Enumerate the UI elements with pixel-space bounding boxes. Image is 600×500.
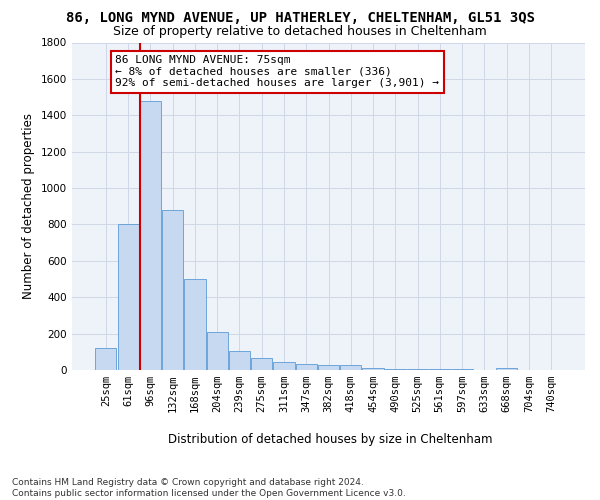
Bar [162,210,183,370]
Y-axis label: Number of detached properties: Number of detached properties [22,114,35,299]
Bar [118,224,139,370]
Bar [251,358,272,370]
Bar [407,369,428,370]
Text: Size of property relative to detached houses in Cheltenham: Size of property relative to detached ho… [113,25,487,38]
Bar [340,366,361,370]
Bar [95,348,116,370]
Text: 86 LONG MYND AVENUE: 75sqm
← 8% of detached houses are smaller (336)
92% of semi: 86 LONG MYND AVENUE: 75sqm ← 8% of detac… [115,55,439,88]
Bar [362,368,383,370]
Text: 86, LONG MYND AVENUE, UP HATHERLEY, CHELTENHAM, GL51 3QS: 86, LONG MYND AVENUE, UP HATHERLEY, CHEL… [65,11,535,25]
Bar [296,364,317,370]
Bar [385,368,406,370]
Bar [318,364,339,370]
Bar [229,351,250,370]
Text: Distribution of detached houses by size in Cheltenham: Distribution of detached houses by size … [168,432,492,446]
Bar [274,362,295,370]
Bar [496,368,517,370]
Bar [206,332,228,370]
Text: Contains HM Land Registry data © Crown copyright and database right 2024.
Contai: Contains HM Land Registry data © Crown c… [12,478,406,498]
Bar [184,279,206,370]
Bar [140,100,161,370]
